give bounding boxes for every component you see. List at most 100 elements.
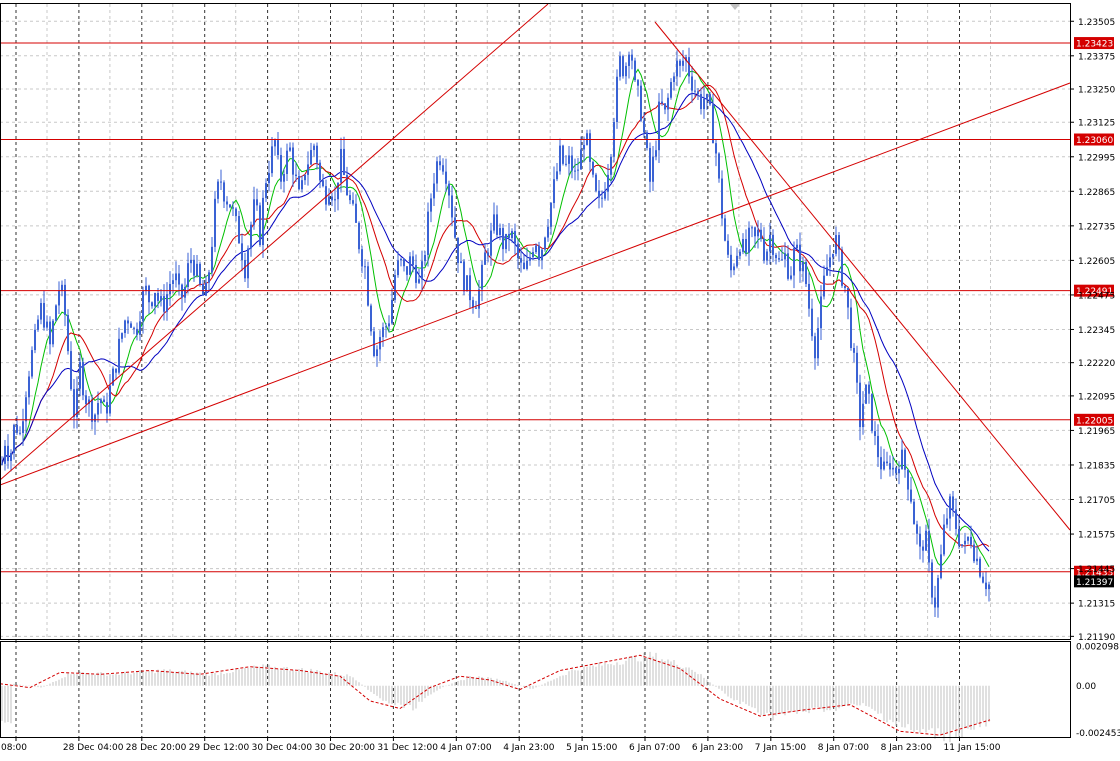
candle xyxy=(757,220,759,249)
candle xyxy=(469,267,471,309)
candle xyxy=(739,248,741,260)
candle xyxy=(493,202,495,234)
trendline[interactable] xyxy=(654,21,1071,531)
candle-body xyxy=(208,272,210,283)
candle xyxy=(949,493,951,531)
candle xyxy=(217,179,219,204)
candle xyxy=(556,162,558,182)
candle xyxy=(538,241,540,267)
candle-body xyxy=(484,252,486,265)
candle-body xyxy=(952,496,954,510)
candle-body xyxy=(505,233,507,250)
horizontal-levels[interactable]: 1.23423 1.23060 1.22491 1.22005 1.21433 xyxy=(0,37,1114,578)
candle-body xyxy=(748,227,750,253)
candle xyxy=(412,250,414,273)
candle-body xyxy=(562,145,564,164)
candle-body xyxy=(859,382,861,428)
candle-body xyxy=(565,163,567,165)
candle-body xyxy=(25,397,27,422)
candle-body xyxy=(448,183,450,196)
candle xyxy=(970,525,972,549)
candle-body xyxy=(907,469,909,490)
trendline[interactable] xyxy=(0,3,549,481)
candle xyxy=(649,142,651,193)
candle xyxy=(496,205,498,239)
candle xyxy=(247,245,249,289)
candle-body xyxy=(973,544,975,562)
candle-body xyxy=(883,461,885,470)
candle-body xyxy=(124,320,126,334)
candle xyxy=(193,254,195,282)
candle-body xyxy=(550,203,552,227)
candle-body xyxy=(946,518,948,525)
candle xyxy=(748,221,750,266)
candle xyxy=(208,269,210,292)
candle-body xyxy=(775,254,777,259)
candle-body xyxy=(673,76,675,83)
candle-body xyxy=(7,445,9,461)
candle-body xyxy=(442,165,444,172)
candle-body xyxy=(64,284,66,315)
candle-body xyxy=(631,54,633,61)
candle xyxy=(280,147,282,190)
trendlines[interactable] xyxy=(0,3,1071,531)
candle-body xyxy=(796,244,798,249)
candle-body xyxy=(409,256,411,275)
candle-body xyxy=(466,275,468,292)
candle-body xyxy=(244,260,246,279)
candle-body xyxy=(949,496,951,519)
candle-body xyxy=(922,546,924,551)
candle xyxy=(157,287,159,309)
candle xyxy=(541,248,543,270)
candle xyxy=(508,222,510,252)
candle-body xyxy=(139,321,141,335)
candle xyxy=(61,280,63,297)
candle-body xyxy=(250,224,252,249)
candle-body xyxy=(457,237,459,264)
candle-body xyxy=(856,352,858,383)
candle xyxy=(13,423,15,460)
candle-body xyxy=(94,414,96,422)
candle-body xyxy=(235,208,237,217)
candle-body xyxy=(157,292,159,301)
candle-body xyxy=(901,449,903,469)
candle xyxy=(265,178,267,203)
candle-body xyxy=(745,239,747,253)
trendline[interactable] xyxy=(0,82,1071,486)
candle-body xyxy=(421,261,423,280)
candle xyxy=(448,180,450,209)
candle-body xyxy=(355,203,357,223)
main-panel-border xyxy=(0,3,1071,640)
candle-body xyxy=(190,259,192,264)
chart-shift-marker-icon[interactable] xyxy=(730,4,740,10)
candle-body xyxy=(688,57,690,77)
candle xyxy=(85,390,87,414)
candle-body xyxy=(172,280,174,284)
signal-line xyxy=(0,654,991,736)
candle xyxy=(142,286,144,334)
candle xyxy=(232,201,234,217)
candle xyxy=(841,246,843,288)
candle-body xyxy=(370,305,372,332)
candle-body xyxy=(913,501,915,525)
candle-body xyxy=(877,435,879,458)
candle xyxy=(832,253,834,266)
candle xyxy=(304,174,306,185)
candle xyxy=(751,225,753,238)
candle-body xyxy=(247,248,249,279)
candle xyxy=(394,269,396,303)
candle xyxy=(613,117,615,163)
candle xyxy=(277,132,279,160)
candle-body xyxy=(112,368,114,386)
candle xyxy=(121,332,123,343)
candle xyxy=(361,245,363,274)
price-axis-label: 1.22605 xyxy=(1078,257,1115,267)
candle-body xyxy=(274,140,276,147)
candle xyxy=(202,279,204,296)
candle xyxy=(364,259,366,280)
candle-body xyxy=(700,94,702,110)
candle xyxy=(439,155,441,171)
candle-body xyxy=(904,449,906,470)
candle-body xyxy=(313,145,315,151)
